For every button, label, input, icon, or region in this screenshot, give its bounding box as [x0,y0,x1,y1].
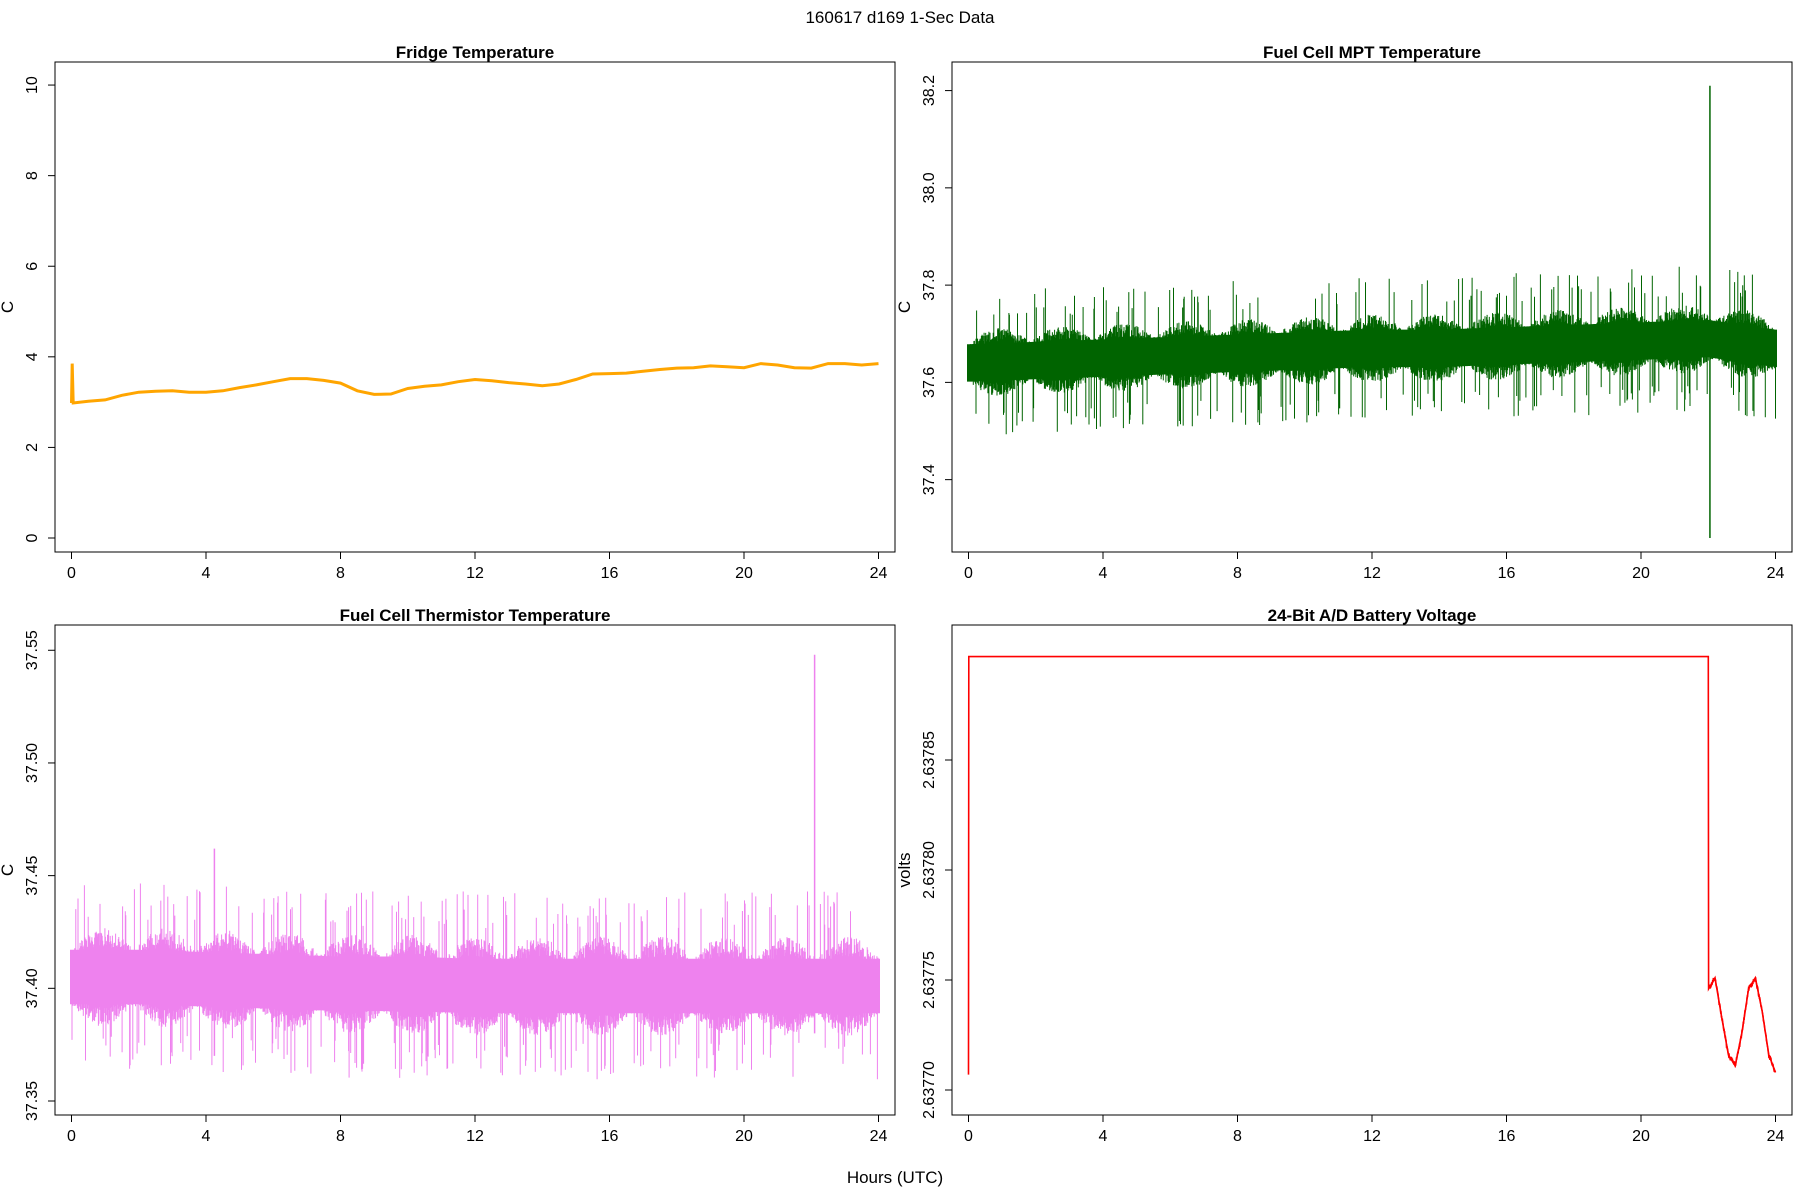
y-axis-label: C [0,301,17,313]
x-tick-label: 4 [202,565,211,582]
x-tick-label: 24 [870,1128,888,1145]
panel-fridge-temperature: Fridge TemperatureC048121620240246810 [0,43,896,582]
series-core-band [70,949,880,1014]
x-tick-label: 0 [964,1128,973,1145]
x-tick-label: 0 [67,565,76,582]
y-tick-label: 37.45 [24,856,41,896]
x-tick-label: 24 [1767,1128,1785,1145]
x-tick-label: 20 [735,1128,753,1145]
y-axis-label: volts [895,853,914,888]
y-tick-label: 2.63775 [921,951,938,1009]
y-tick-label: 8 [24,171,41,180]
y-axis-label: C [895,301,914,313]
x-tick-label: 0 [964,565,973,582]
x-tick-label: 16 [601,565,619,582]
figure-main-title: 160617 d169 1-Sec Data [805,8,995,27]
y-tick-label: 37.8 [921,269,938,300]
y-tick-label: 37.50 [24,743,41,783]
series-line [70,362,879,405]
x-tick-label: 20 [1632,1128,1650,1145]
plot-frame [54,61,896,553]
chart-title: Fridge Temperature [396,43,554,62]
x-tick-label: 8 [336,1128,345,1145]
x-tick-label: 8 [336,565,345,582]
y-tick-label: 37.35 [24,1081,41,1121]
y-tick-label: 2.63770 [921,1061,938,1119]
chart-title: 24-Bit A/D Battery Voltage [1268,606,1477,625]
y-tick-label: 2.63785 [921,731,938,789]
y-tick-label: 37.6 [921,367,938,398]
x-tick-label: 24 [870,565,888,582]
y-tick-label: 4 [24,352,41,361]
x-tick-label: 16 [601,1128,619,1145]
x-tick-label: 4 [1099,1128,1108,1145]
x-tick-label: 8 [1233,565,1242,582]
y-tick-label: 37.40 [24,968,41,1008]
shared-x-axis-label: Hours (UTC) [847,1168,943,1187]
y-tick-label: 37.55 [24,630,41,670]
x-tick-label: 24 [1767,565,1785,582]
series-core-band [967,319,1777,382]
y-tick-label: 10 [24,76,41,94]
y-tick-label: 38.0 [921,172,938,203]
x-tick-label: 4 [202,1128,211,1145]
x-tick-label: 16 [1498,565,1516,582]
x-tick-label: 4 [1099,565,1108,582]
y-tick-label: 2 [24,443,41,452]
y-tick-label: 2.63780 [921,841,938,899]
y-tick-label: 38.2 [921,75,938,106]
panel-fuel-cell-thermistor-temperature: Fuel Cell Thermistor Temperature C 0 4 8 12 16… [0,606,896,1145]
x-tick-label: 8 [1233,1128,1242,1145]
x-tick-label: 12 [466,565,484,582]
x-tick-label: 12 [466,1128,484,1145]
series-line [967,655,1777,1075]
plot-frame [951,624,1793,1116]
x-tick-label: 0 [67,1128,76,1145]
chart-title: Fuel Cell Thermistor Temperature [340,606,611,625]
y-axis-label: C [0,864,17,876]
panel-fuel-cell-mpt-temperature: Fuel Cell MPT Temperature C 0 4 8 12 16 20 24 37.… [895,43,1793,582]
x-tick-label: 16 [1498,1128,1516,1145]
x-tick-label: 12 [1363,1128,1381,1145]
y-tick-label: 6 [24,262,41,271]
y-tick-label: 0 [24,533,41,542]
y-tick-label: 37.4 [921,464,938,495]
chart-title: Fuel Cell MPT Temperature [1263,43,1481,62]
x-tick-label: 20 [1632,565,1650,582]
x-tick-label: 12 [1363,565,1381,582]
panel-battery-voltage: 24-Bit A/D Battery Voltage volts 0 4 8 12 16 20… [895,606,1793,1145]
series-line-noise [1708,976,1776,1073]
x-tick-label: 20 [735,565,753,582]
